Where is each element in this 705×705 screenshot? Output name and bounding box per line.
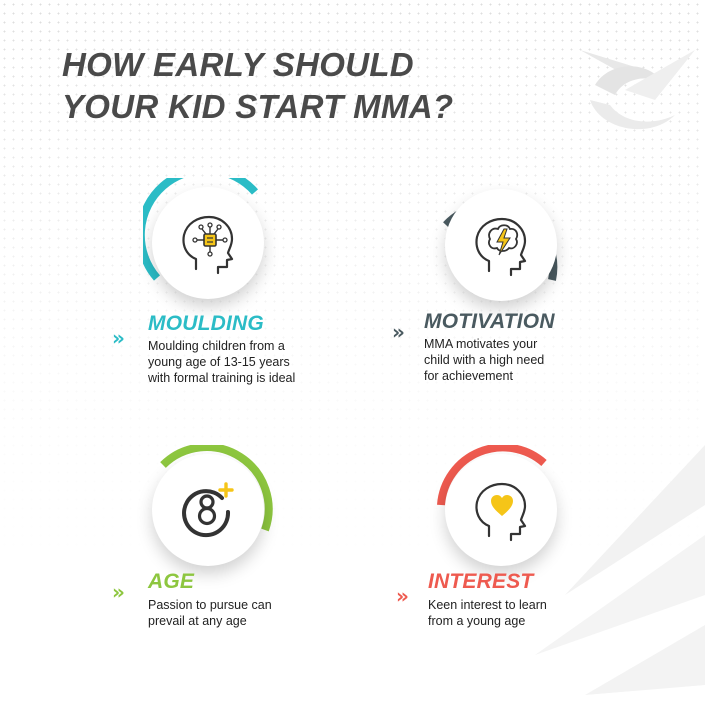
interest-icon-circle [445,454,557,566]
moulding-progress-arc [143,178,259,281]
chevron-double-right-icon: » [112,580,125,604]
lightning-brain-head-icon [475,217,527,277]
interest-heading: INTEREST [428,570,534,593]
interest-progress-arc [437,445,547,506]
motivation-heading: MOTIVATION [424,310,555,333]
interest-description: Keen interest to learn from a young age [428,598,547,628]
decorative-stripes [535,445,705,695]
age-heading: AGE [148,570,195,593]
moulding-icon-circle [152,187,264,299]
page-title: HOW EARLY SHOULD YOUR KID START MMA? [62,44,453,128]
age-progress-arc [160,445,273,532]
age-icon-circle [152,454,264,566]
age-description: Passion to pursue can prevail at any age [148,598,272,628]
brain-circuit-head-icon [182,215,234,275]
heart-head-icon [475,482,527,542]
chevron-double-right-icon: » [112,326,125,350]
logo-watermark-icon [580,50,695,130]
motivation-description: MMA motivates your child with a high nee… [424,337,545,383]
moulding-heading: MOULDING [148,312,264,335]
motivation-icon-circle [445,189,557,301]
eight-plus-icon [182,482,234,538]
page-title-line-2: YOUR KID START MMA? [62,88,454,125]
moulding-description: Moulding children from a young age of 13… [148,339,296,385]
chevron-double-right-icon: » [396,584,409,608]
page-title-line-1: HOW EARLY SHOULD [62,46,414,83]
chevron-double-right-icon: » [392,320,405,344]
